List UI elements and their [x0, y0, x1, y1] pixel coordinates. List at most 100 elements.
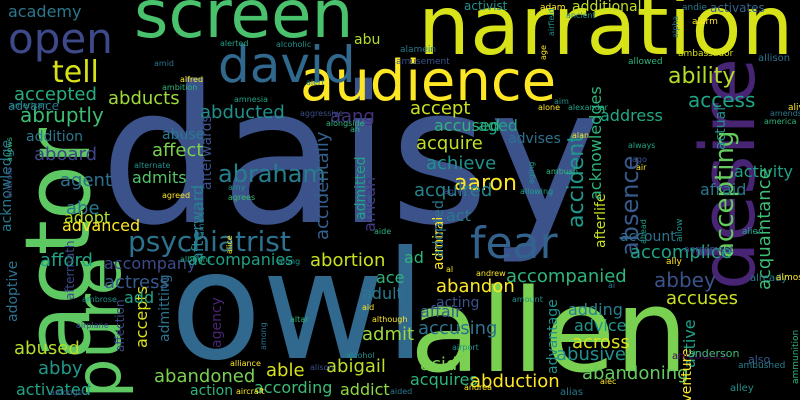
cloud-word: ability	[668, 64, 736, 89]
cloud-word: alan	[572, 131, 590, 140]
cloud-word: affection	[113, 299, 127, 352]
cloud-word: airport	[452, 343, 479, 352]
cloud-word: accompanied	[506, 266, 627, 287]
cloud-word: allow	[675, 218, 685, 242]
cloud-word: admits	[132, 168, 187, 187]
cloud-word: screen	[134, 0, 354, 53]
cloud-word: amends	[770, 109, 800, 118]
cloud-word: activity	[734, 162, 793, 181]
cloud-word: allen	[410, 265, 689, 399]
cloud-word: acquires	[410, 370, 478, 389]
cloud-word: alley	[730, 383, 754, 394]
cloud-word: adoptive	[5, 260, 21, 322]
cloud-word: amount	[512, 295, 543, 304]
cloud-word: alert	[306, 78, 325, 87]
cloud-word: alias	[560, 387, 584, 398]
cloud-word: additional	[572, 0, 642, 15]
cloud-word: abe	[66, 198, 100, 219]
cloud-word: daisy	[100, 46, 602, 267]
cloud-word: accepted	[14, 84, 97, 105]
cloud-word: adopted	[431, 200, 447, 258]
cloud-word: ancient	[566, 11, 596, 20]
cloud-word: according	[254, 378, 333, 397]
cloud-word: america	[764, 117, 797, 126]
cloud-word: al	[446, 265, 454, 274]
cloud-word: ah	[350, 125, 360, 134]
cloud-word: admitting	[157, 274, 173, 342]
cloud-word: adult	[362, 284, 403, 303]
cloud-word: ammunition	[791, 329, 800, 384]
cloud-word: abandon	[436, 276, 515, 297]
cloud-word: action	[190, 383, 234, 399]
cloud-word: alamein	[400, 45, 437, 55]
cloud-word: android	[5, 167, 14, 198]
cloud-word: academy	[8, 2, 82, 21]
cloud-word: amulet	[197, 207, 206, 236]
cloud-word: across	[572, 332, 630, 353]
cloud-word: ahead	[639, 219, 648, 244]
cloud-word: aggressive	[300, 109, 344, 118]
cloud-word: alongside	[326, 119, 365, 128]
cloud-word: aang	[330, 106, 375, 127]
cloud-word: accompanies	[188, 250, 294, 269]
cloud-word: account	[620, 229, 676, 245]
cloud-word: alone	[538, 103, 561, 112]
cloud-word: advice	[574, 316, 627, 335]
cloud-word: acquire	[416, 133, 483, 154]
cloud-word: allowed	[628, 57, 663, 67]
cloud-word: albright	[180, 255, 211, 264]
cloud-word: addition	[26, 129, 84, 145]
cloud-word: ambush	[546, 167, 579, 176]
cloud-word: aftermath	[63, 240, 77, 300]
cloud-word: activates	[710, 1, 765, 15]
cloud-word: afterlife	[593, 193, 609, 248]
cloud-word: accidentally	[312, 131, 333, 240]
cloud-word: afraid	[700, 180, 747, 199]
cloud-word: ambassador	[678, 49, 734, 59]
cloud-word: ai	[608, 281, 616, 290]
cloud-word: advises	[508, 131, 561, 147]
cloud-word: almost	[776, 273, 800, 283]
cloud-word: alerted	[220, 39, 249, 48]
cloud-word: tell	[52, 55, 99, 90]
cloud-word: among	[259, 322, 268, 350]
cloud-word: addict	[340, 380, 390, 399]
cloud-word: aim	[554, 97, 569, 106]
cloud-word: alexander	[568, 103, 608, 112]
cloud-word: ambushed	[738, 361, 786, 371]
cloud-word: amnesia	[234, 95, 268, 104]
cloud-word: aaron	[454, 171, 517, 196]
cloud-word: alliance	[230, 359, 261, 368]
cloud-word: also	[748, 353, 771, 366]
cloud-word: ambrose	[82, 295, 117, 304]
cloud-word: aided	[390, 387, 413, 396]
cloud-word: david	[218, 36, 356, 94]
cloud-word: ambulance	[672, 351, 728, 362]
cloud-word: agrees	[228, 193, 256, 202]
cloud-word: altar	[290, 315, 309, 324]
cloud-word: abu	[354, 32, 381, 48]
cloud-word: actress	[104, 272, 169, 293]
cloud-word: aide	[374, 227, 392, 236]
cloud-word: activist	[464, 0, 508, 13]
cloud-word: aid	[362, 303, 375, 312]
cloud-word: adding	[568, 300, 623, 319]
cloud-word: american	[10, 101, 48, 110]
cloud-word: abused	[14, 338, 80, 359]
cloud-word: alec	[600, 377, 617, 386]
cloud-word: aged	[478, 116, 518, 135]
cloud-word: accident	[564, 134, 589, 228]
cloud-word: abby	[38, 358, 83, 379]
cloud-word: alive	[788, 103, 800, 113]
cloud-word: air	[636, 163, 647, 172]
cloud-word: ad	[404, 248, 424, 267]
cloud-word: abruptly	[20, 103, 104, 127]
cloud-word: open	[8, 14, 113, 63]
cloud-word: accuses	[666, 288, 739, 309]
cloud-word: affair	[420, 302, 462, 321]
cloud-word: acquired	[414, 180, 493, 201]
cloud-word: andie	[682, 3, 707, 13]
cloud-word: alice	[225, 235, 234, 254]
cloud-word: accept	[410, 98, 471, 119]
